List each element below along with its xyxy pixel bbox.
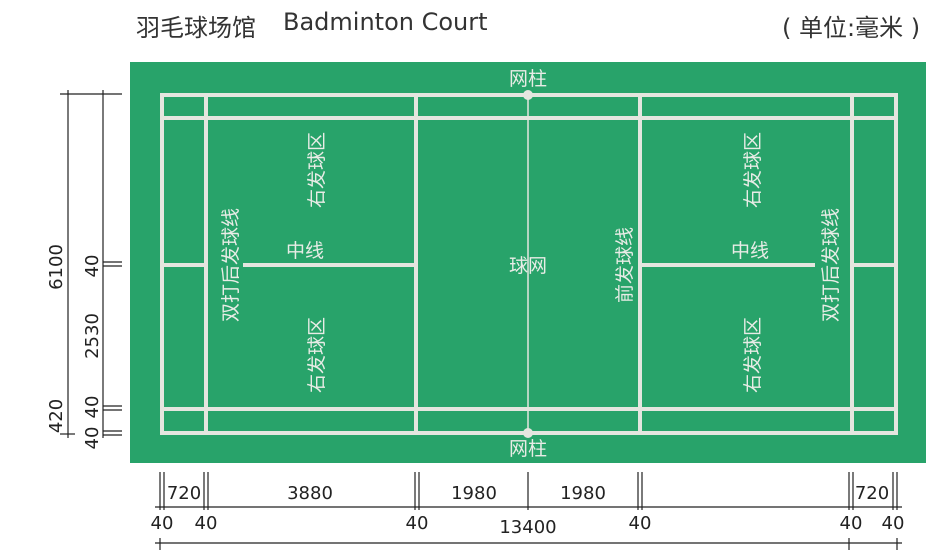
dim-back2: 720 — [855, 483, 889, 504]
right-center-label: 中线 — [731, 240, 769, 262]
post-bottom-label: 网柱 — [509, 438, 547, 460]
dim-svc1: 3880 — [287, 483, 333, 504]
dim-net1: 1980 — [451, 483, 497, 504]
dim-l2: 40 — [195, 513, 218, 534]
dim-total-length: 13400 — [499, 517, 556, 538]
dim-total-width: 6100 — [46, 244, 67, 290]
left-service-top-label: 右发球区 — [306, 132, 328, 208]
right-service-bottom-label: 右发球区 — [742, 317, 764, 393]
right-back-label: 双打后发球线 — [820, 208, 842, 322]
dim-bottom40: 40 — [82, 427, 103, 450]
dim-l6: 40 — [882, 513, 905, 534]
title-en: Badminton Court — [283, 8, 488, 36]
front-service-label: 前发球线 — [614, 227, 636, 303]
net-label: 球网 — [509, 255, 547, 277]
dim-back1: 720 — [167, 483, 201, 504]
dim-half: 2530 — [82, 313, 103, 359]
left-service-bottom-label: 右发球区 — [306, 317, 328, 393]
unit-label: ( 单位:毫米 ) — [782, 14, 921, 42]
net-post-bottom — [523, 428, 533, 438]
dim-back: 420 — [46, 399, 67, 433]
dim-net2: 1980 — [560, 483, 606, 504]
post-top-label: 网柱 — [509, 68, 547, 90]
dim-top40: 40 — [82, 255, 103, 278]
dim-l4: 40 — [629, 513, 652, 534]
dim-mid40: 40 — [82, 396, 103, 419]
left-back-label: 双打后发球线 — [220, 208, 242, 322]
left-center-label: 中线 — [286, 240, 324, 262]
dim-l3: 40 — [406, 513, 429, 534]
title-cn: 羽毛球场馆 — [136, 14, 256, 42]
net-post-top — [523, 90, 533, 100]
vertical-dimensions — [60, 90, 122, 438]
right-service-top-label: 右发球区 — [742, 132, 764, 208]
dim-l1: 40 — [151, 513, 174, 534]
horizontal-dimensions — [155, 472, 902, 550]
dim-l5: 40 — [840, 513, 863, 534]
